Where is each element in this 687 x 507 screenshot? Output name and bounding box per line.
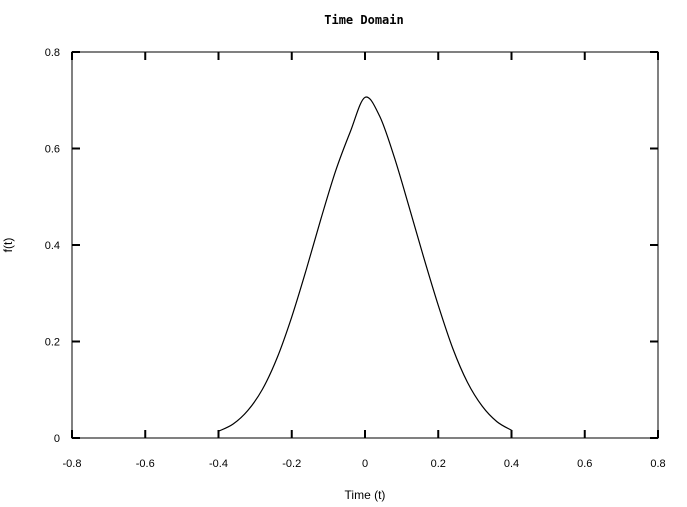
y-tick-label: 0.4 [45, 240, 60, 252]
axis-ticks [71, 51, 659, 439]
x-tick-label: 0 [362, 458, 368, 470]
y-axis-label: f(t) [1, 238, 15, 253]
x-tick-label: 0.4 [504, 458, 519, 470]
y-tick-label: 0 [54, 433, 60, 445]
x-axis-label: Time (t) [345, 488, 386, 502]
x-tick-label: 0.8 [650, 458, 665, 470]
plot-frame [71, 51, 659, 439]
x-tick-label: -0.8 [63, 458, 82, 470]
y-tick-label: 0.8 [45, 47, 60, 59]
series-line [218, 96, 512, 432]
y-tick-label: 0.2 [45, 337, 60, 349]
axis-tick-labels: -0.8 -0.6 -0.4 -0.2 0 0.2 0.4 0.6 0.8 0 0.2 0.4 0.6 0… [45, 47, 666, 470]
x-tick-label: -0.6 [136, 458, 155, 470]
y-tick-label: 0.6 [45, 144, 60, 156]
x-tick-label: 0.6 [577, 458, 592, 470]
x-tick-label: -0.4 [209, 458, 228, 470]
x-tick-label: 0.2 [431, 458, 446, 470]
chart-title: Time Domain [324, 13, 403, 27]
x-tick-label: -0.2 [282, 458, 301, 470]
series-layer [218, 96, 512, 432]
